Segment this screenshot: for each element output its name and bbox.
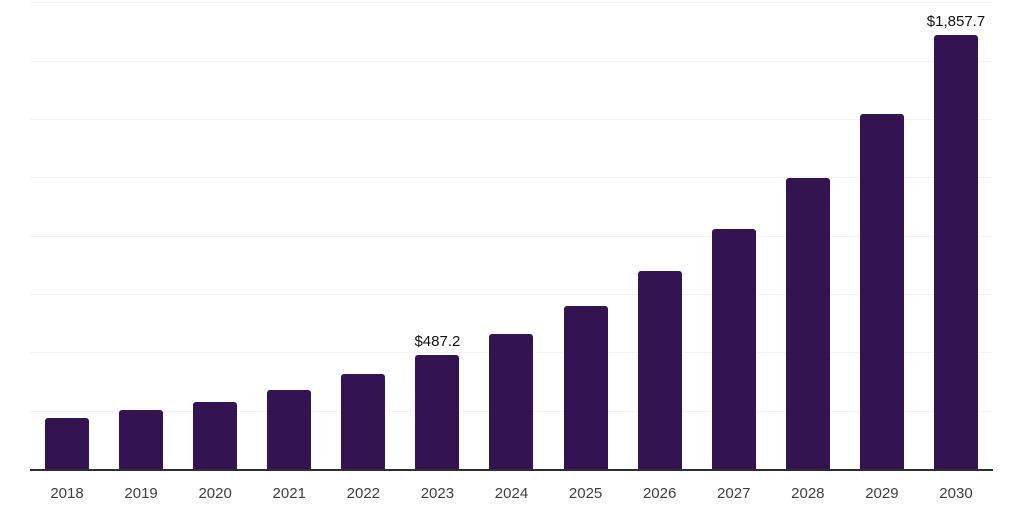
x-axis-tick-label-2023: 2023 <box>420 485 455 502</box>
bar-2021 <box>267 389 312 469</box>
x-axis-tick-label-2025: 2025 <box>568 485 603 502</box>
x-axis-tick-label-2021: 2021 <box>272 485 306 502</box>
x-axis-tick-label-2019: 2019 <box>124 485 158 502</box>
x-axis-tick-label-2030: 2030 <box>939 485 973 502</box>
gridline-2000 <box>30 2 993 4</box>
bar-value-label-2030: $1,857.7 <box>926 13 986 31</box>
x-axis-tick-label-2024: 2024 <box>494 485 529 502</box>
x-axis-tick-label-2026: 2026 <box>642 485 677 502</box>
bar-2019 <box>119 409 164 469</box>
gridline-1250 <box>30 177 993 179</box>
bar-2022 <box>341 374 386 469</box>
gridline-750 <box>30 293 993 295</box>
gridline-1500 <box>30 118 993 120</box>
bar-2020 <box>193 401 238 469</box>
x-axis-tick-label-2020: 2020 <box>198 485 232 502</box>
x-axis-tick-label-2027: 2027 <box>717 485 751 502</box>
bar-value-label-2023: $487.2 <box>414 333 461 351</box>
bar-2024 <box>489 333 534 469</box>
x-axis-tick-label-2018: 2018 <box>50 485 84 502</box>
x-axis-tick-label-2028: 2028 <box>791 485 825 502</box>
bar-2023 <box>415 355 460 469</box>
bar-2030 <box>933 35 978 469</box>
bar-2028 <box>785 177 830 469</box>
bar-2026 <box>637 270 682 469</box>
bar-2025 <box>563 305 608 469</box>
bar-2029 <box>859 113 904 469</box>
x-axis-tick-label-2022: 2022 <box>346 485 381 502</box>
bar-2018 <box>45 417 89 469</box>
gridline-1750 <box>30 60 993 62</box>
x-axis-tick-label-2029: 2029 <box>865 485 899 502</box>
x-axis-line <box>30 469 993 471</box>
gridline-1000 <box>30 235 993 237</box>
bar-2027 <box>711 228 756 469</box>
